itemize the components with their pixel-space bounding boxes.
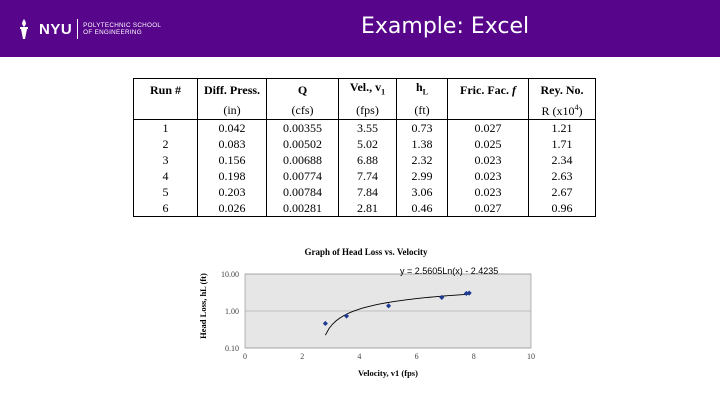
table-row: 5 0.203 0.00784 7.84 3.06 0.023 2.67 (133, 184, 596, 201)
table-cell: 1.21 (528, 119, 596, 137)
chart-title: Graph of Head Loss vs. Velocity (304, 247, 428, 257)
trendline-equation: y = 2.5605Ln(x) - 2.4235 (400, 266, 498, 276)
table-cell: 0.023 (447, 168, 529, 185)
y-axis-ticks: 0.10 1.00 10.00 (221, 270, 239, 353)
x-axis-ticks: 0 2 4 6 8 10 (243, 352, 535, 361)
table-cell: 0.00784 (266, 184, 339, 201)
table-cell: 0.083 (197, 136, 267, 153)
table-row: 2 0.083 0.00502 5.02 1.38 0.025 1.71 (133, 136, 596, 153)
table-cell: 2.63 (528, 168, 596, 185)
table-cell: 0.00774 (266, 168, 339, 185)
slide-title: Example: Excel (361, 14, 530, 39)
table-row: 4 0.198 0.00774 7.74 2.99 0.023 2.63 (133, 168, 596, 185)
table-cell: 1.71 (528, 136, 596, 153)
table-cell: 0.46 (396, 200, 448, 218)
nyu-logo: NYU POLYTECHNIC SCHOOL OF ENGINEERING (14, 17, 161, 41)
col-q: Q (266, 78, 339, 101)
col-diff-press: Diff. Press. (197, 78, 267, 101)
table-cell: 0.027 (447, 200, 529, 218)
school-name: POLYTECHNIC SCHOOL OF ENGINEERING (83, 22, 161, 36)
table-cell: 5 (133, 184, 198, 201)
table-cell: 0.00502 (266, 136, 339, 153)
col-reynolds: Rey. No. (528, 78, 596, 101)
table-cell: 0.00688 (266, 152, 339, 169)
table-cell: 0.042 (197, 119, 267, 137)
logo-wordmark: NYU (39, 20, 73, 38)
table-cell: 2.99 (396, 168, 448, 185)
table-cell: 2.81 (338, 200, 397, 218)
x-tick-label: 10 (527, 352, 535, 361)
col-head-loss: hL (396, 78, 448, 101)
table-row: 1 0.042 0.00355 3.55 0.73 0.027 1.21 (133, 119, 596, 137)
data-point (439, 294, 445, 301)
header-banner: NYU POLYTECHNIC SCHOOL OF ENGINEERING Ex… (0, 0, 720, 57)
table-cell: 0.027 (447, 119, 529, 137)
x-axis-label: Velocity, v1 (fps) (358, 368, 418, 378)
unit-diff-press: (in) (197, 100, 267, 121)
gridlines (245, 273, 531, 349)
table-cell: 3 (133, 152, 198, 169)
table-cell: 0.73 (396, 119, 448, 137)
table-row: 6 0.026 0.00281 2.81 0.46 0.027 0.96 (133, 200, 596, 218)
table-cell: 3.55 (338, 119, 397, 137)
unit-q: (cfs) (266, 100, 339, 121)
table-cell: 2.67 (528, 184, 596, 201)
x-tick-label: 8 (472, 352, 476, 361)
table-cell: 0.025 (447, 136, 529, 153)
unit-friction (447, 100, 529, 121)
x-tick-label: 4 (357, 352, 361, 361)
y-axis-label: Head Loss, hL (ft) (198, 273, 208, 339)
table-cell: 6.88 (338, 152, 397, 169)
x-tick-label: 6 (415, 352, 419, 361)
x-tick-label: 0 (243, 352, 247, 361)
table-row: 3 0.156 0.00688 6.88 2.32 0.023 2.34 (133, 152, 596, 169)
trendline (324, 293, 470, 336)
table-cell: 0.198 (197, 168, 267, 185)
logo-divider (77, 19, 79, 39)
table-cell: 2.34 (528, 152, 596, 169)
table-cell: 7.84 (338, 184, 397, 201)
x-tick-label: 2 (300, 352, 304, 361)
head-loss-chart: Graph of Head Loss vs. Velocity 0.10 1.00… (198, 247, 535, 378)
results-table: Run # Diff. Press. Q Vel., v1 hL Fric. F… (133, 78, 596, 218)
table-cell: 0.96 (528, 200, 596, 218)
y-tick-label: 10.00 (221, 270, 239, 279)
units-row: (in) (cfs) (fps) (ft) R (x104) (133, 100, 596, 121)
table-cell: 1 (133, 119, 198, 137)
table-cell: 3.06 (396, 184, 448, 201)
col-velocity: Vel., v1 (338, 78, 397, 101)
table-cell: 5.02 (338, 136, 397, 153)
col-run: Run # (133, 78, 198, 101)
unit-run (133, 100, 198, 121)
unit-velocity: (fps) (338, 100, 397, 121)
table-cell: 0.023 (447, 184, 529, 201)
torch-icon (20, 19, 28, 39)
table-cell: 7.74 (338, 168, 397, 185)
table-cell: 2 (133, 136, 198, 153)
table-cell: 4 (133, 168, 198, 185)
table-cell: 0.00355 (266, 119, 339, 137)
table-cell: 0.203 (197, 184, 267, 201)
y-tick-label: 1.00 (225, 307, 239, 316)
unit-head-loss: (ft) (396, 100, 448, 121)
table-cell: 6 (133, 200, 198, 218)
y-tick-label: 0.10 (225, 344, 239, 353)
table-cell: 0.023 (447, 152, 529, 169)
table-cell: 0.156 (197, 152, 267, 169)
data-point (343, 313, 350, 319)
table-cell: 1.38 (396, 136, 448, 153)
table-cell: 2.32 (396, 152, 448, 169)
col-friction: Fric. Fac. f (447, 78, 529, 101)
table-cell: 0.026 (197, 200, 267, 218)
header-row: Run # Diff. Press. Q Vel., v1 hL Fric. F… (133, 78, 596, 101)
unit-reynolds: R (x104) (528, 100, 596, 121)
table-cell: 0.00281 (266, 200, 339, 218)
school-line-1: POLYTECHNIC SCHOOL (83, 22, 162, 29)
school-line-2: OF ENGINEERING (83, 29, 142, 36)
